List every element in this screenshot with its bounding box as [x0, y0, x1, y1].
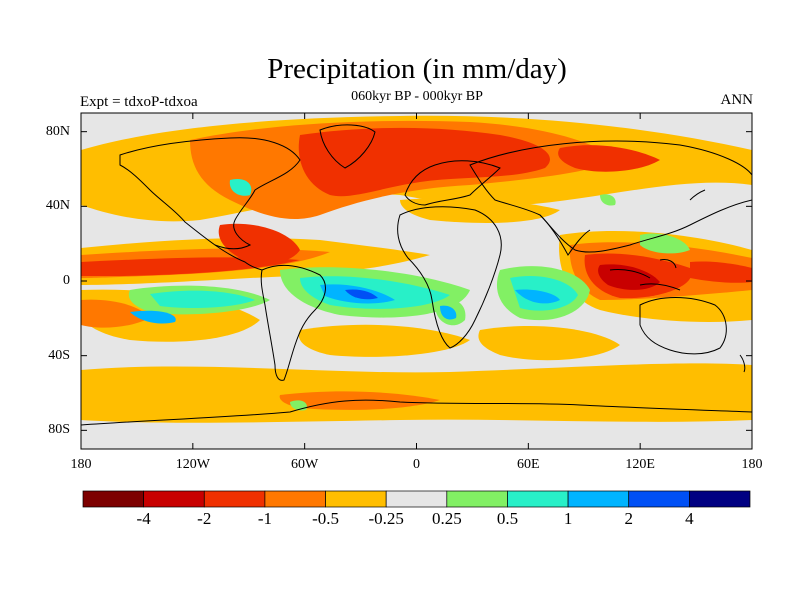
lat-tick-label: 40S: [48, 347, 70, 363]
colorbar-tick-label: -4: [136, 509, 151, 528]
colorbar-swatch: [628, 490, 690, 508]
colorbar-tick-label: 1: [563, 509, 573, 528]
lon-tick-label: 180: [70, 457, 92, 472]
anomaly-region: [298, 324, 470, 357]
lon-tick-label: 60E: [517, 457, 540, 472]
antarctica-outline: [81, 399, 752, 426]
colorbar-tick-label: 0.25: [431, 509, 462, 528]
greenland-outline: [319, 124, 376, 169]
season-label: ANN: [720, 92, 754, 108]
lon-tick-label: 0: [413, 457, 420, 472]
axis-tick-marks: [80, 113, 753, 449]
lat-tick-label: 80N: [45, 123, 70, 139]
anomaly-region: [598, 264, 660, 290]
colorbar-swatch: [325, 490, 387, 508]
colorbar-swatch: [567, 490, 630, 508]
lon-tick-label: 120W: [175, 457, 210, 472]
africa-outline: [397, 206, 502, 349]
anomaly-field: [81, 115, 752, 423]
anomaly-region: [150, 290, 255, 308]
lon-tick-label: 120E: [625, 457, 655, 472]
japan-outline: [689, 189, 706, 201]
colorbar-swatch: [203, 490, 266, 508]
colorbar: [82, 490, 751, 508]
southeast-asia-islands-outline: [609, 259, 681, 291]
plot-title: Precipitation (in mm/day): [267, 53, 567, 85]
colorbar-swatch: [385, 490, 448, 508]
lon-tick-label: 180: [741, 457, 763, 472]
anomaly-region: [690, 261, 752, 283]
south-america-outline: [260, 264, 326, 381]
lon-tick-label: 60W: [291, 457, 319, 472]
colorbar-tick-label: -0.5: [312, 509, 339, 528]
anomaly-region: [600, 194, 616, 206]
colorbar-swatch: [507, 490, 569, 508]
anomaly-region: [229, 178, 252, 196]
colorbar-swatch: [264, 490, 326, 508]
australia-outline: [639, 297, 727, 355]
anomaly-region: [130, 310, 176, 324]
colorbar-swatch: [82, 490, 144, 508]
europe-outline: [404, 160, 501, 206]
colorbar-tick-label: 4: [685, 509, 694, 528]
anomaly-region: [345, 289, 378, 300]
asia-outline: [469, 140, 752, 253]
anomaly-region: [81, 363, 752, 423]
lat-tick-label: 80S: [48, 422, 70, 438]
anomaly-region: [515, 289, 560, 304]
anomaly-region: [218, 223, 300, 264]
colorbar-swatch: [446, 490, 508, 508]
indian-subcontinent-outline: [539, 214, 591, 256]
anomaly-region: [558, 145, 660, 172]
colorbar-swatch: [689, 490, 751, 508]
continent-outlines: [81, 124, 752, 426]
north-america-outline: [119, 137, 301, 250]
anomaly-region: [81, 299, 150, 328]
anomaly-region: [478, 325, 620, 361]
colorbar-tick-label: -2: [197, 509, 212, 528]
colorbar-tick-label: 0.5: [496, 509, 519, 528]
colorbar-tick-label: -1: [257, 509, 272, 528]
lat-tick-label: 0: [63, 273, 70, 288]
anomaly-region: [298, 127, 550, 197]
anomaly-region: [400, 198, 560, 223]
colorbar-tick-label: -0.25: [368, 509, 404, 528]
new-zealand-outline: [739, 354, 746, 373]
colorbar-tick-label: 2: [624, 509, 633, 528]
colorbar-swatch: [143, 490, 205, 508]
lat-tick-label: 40N: [45, 198, 70, 214]
experiment-label: Expt = tdxoP-tdxoa: [80, 94, 198, 110]
anomaly-region: [440, 305, 457, 320]
central-america-outline: [214, 244, 263, 271]
plot-subtitle: 060kyr BP - 000kyr BP: [351, 89, 483, 104]
